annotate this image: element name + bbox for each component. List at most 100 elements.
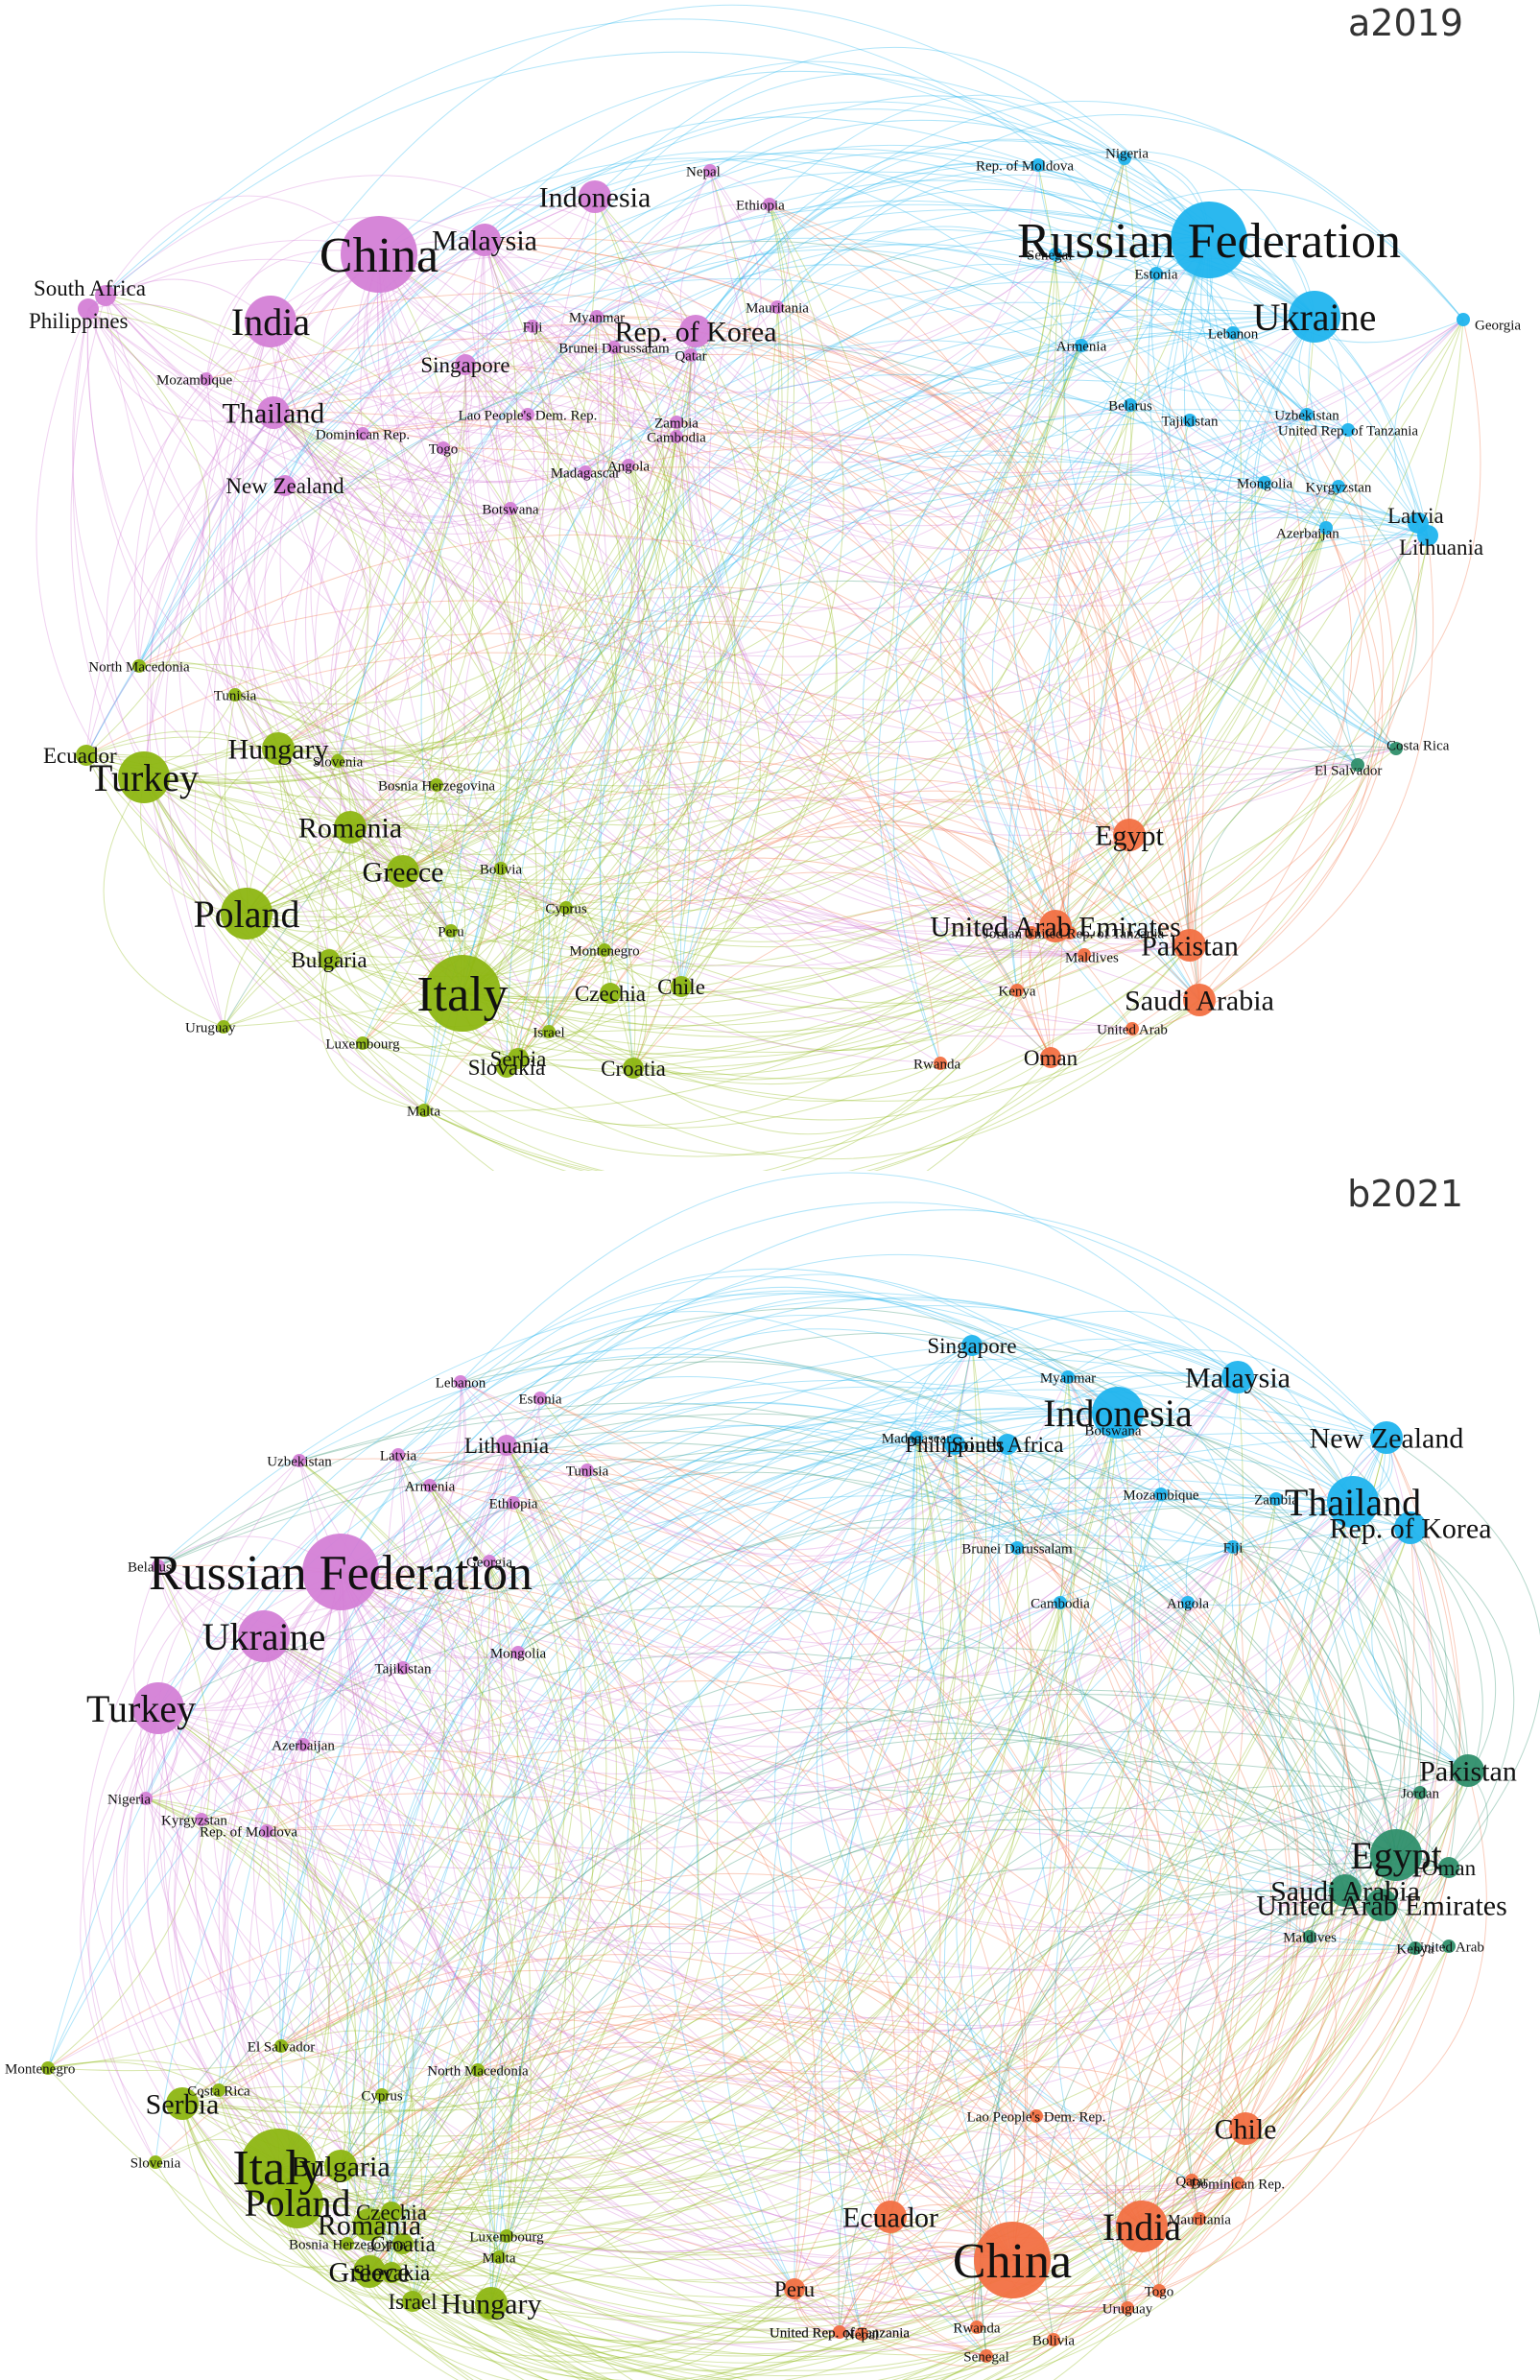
- network-edge: [234, 527, 1327, 942]
- network-edge: [402, 1412, 1119, 1731]
- node-label-saudi-arabia: Saudi Arabia: [1270, 1876, 1420, 1908]
- network-edge: [105, 295, 1133, 1031]
- network-edge: [490, 2218, 1200, 2380]
- network-edge: [145, 1797, 375, 2167]
- network-edge: [838, 1785, 1421, 2333]
- network-edge: [776, 306, 1464, 455]
- network-edge: [1131, 1376, 1311, 1938]
- node-lithuania: [496, 1435, 517, 1456]
- network-edge: [277, 748, 519, 1059]
- node-label-cambodia: Cambodia: [647, 430, 706, 445]
- network-edge: [328, 306, 783, 961]
- network-edge: [477, 1890, 1346, 2152]
- network-edge: [709, 170, 1339, 544]
- nodes-layer: [76, 152, 1470, 1117]
- network-edge: [246, 354, 692, 915]
- network-edge: [988, 1443, 1346, 1892]
- network-edge: [1239, 316, 1359, 766]
- network-edge: [460, 1381, 927, 2333]
- network-edge: [542, 196, 1133, 1030]
- network-edge: [484, 239, 1327, 599]
- network-edge: [509, 508, 690, 1069]
- node-label-togo: Togo: [429, 441, 459, 457]
- network-edge: [962, 345, 1082, 934]
- node-mauritania: [770, 300, 784, 314]
- network-edge: [296, 1477, 1354, 2203]
- network-edge: [368, 1867, 1450, 2332]
- network-edge: [690, 353, 1137, 836]
- network-edge: [298, 1460, 1383, 2032]
- network-edge: [383, 1454, 1128, 2309]
- node-label-azerbaijan: Azerbaijan: [272, 1738, 335, 1753]
- network-edge: [596, 316, 1085, 956]
- network-edge: [1393, 319, 1464, 536]
- network-edge: [140, 776, 248, 915]
- node-label-uruguay: Uruguay: [1102, 2301, 1153, 2317]
- node-label-philippines: Philippines: [29, 309, 129, 333]
- network-edge: [1381, 1527, 1483, 1906]
- network-edge: [1232, 1546, 1421, 1794]
- network-edge: [397, 1454, 1469, 1838]
- network-edge: [157, 1707, 331, 2168]
- network-edge: [1237, 1376, 1409, 1892]
- node-label-saudi-arabia: Saudi Arabia: [1125, 986, 1274, 1017]
- network-edge: [157, 1345, 973, 1737]
- node-label-luxembourg: Luxembourg: [469, 2229, 544, 2245]
- network-edge: [339, 1571, 1128, 2318]
- node-georgia: [1457, 313, 1470, 326]
- network-edge: [143, 764, 1359, 1034]
- node-peru: [784, 2278, 805, 2299]
- node-label-myanmar: Myanmar: [1040, 1370, 1096, 1386]
- network-edge: [157, 1347, 1008, 1709]
- network-edge: [296, 1444, 607, 2203]
- network-edge: [246, 784, 438, 922]
- network-edge: [939, 989, 1018, 1064]
- node-armenia: [1075, 339, 1088, 352]
- network-edge: [340, 1429, 1114, 2167]
- network-edge: [596, 316, 838, 988]
- node-label-latvia: Latvia: [380, 1448, 417, 1464]
- node-russian-federation: [1171, 202, 1247, 278]
- network-edge: [298, 1402, 1416, 1949]
- network-edge: [1068, 535, 1429, 934]
- network-edge: [412, 2216, 891, 2359]
- network-edge: [223, 196, 596, 961]
- network-edge: [205, 378, 508, 994]
- network-edge: [272, 256, 697, 414]
- network-edge: [1067, 1342, 1239, 1378]
- node-dominican-rep: [356, 427, 369, 440]
- network-edge: [157, 1444, 508, 1711]
- network-edge: [199, 1635, 383, 2096]
- network-edge: [143, 436, 677, 785]
- network-edge: [157, 1707, 891, 2252]
- network-edge: [157, 1707, 1421, 2083]
- network-edge: [277, 1890, 1346, 2261]
- network-edge: [1115, 1904, 1383, 2309]
- network-edge: [548, 778, 1130, 1033]
- network-edge: [1059, 1602, 1219, 2227]
- network-edge: [378, 253, 1056, 393]
- network-edge: [263, 1635, 1239, 2195]
- network-edge: [709, 95, 1210, 241]
- network-edge: [36, 308, 248, 915]
- network-edge: [500, 203, 794, 869]
- network-edge: [246, 774, 438, 915]
- node-label-south-africa: South Africa: [34, 276, 146, 300]
- network-edge: [263, 1437, 1387, 1824]
- node-cambodia: [670, 430, 683, 443]
- network-edge: [246, 913, 1056, 1075]
- node-uruguay: [1121, 2301, 1134, 2315]
- node-el-salvador: [1351, 758, 1364, 772]
- network-edge: [442, 447, 1191, 954]
- network-edge: [769, 203, 1204, 946]
- network-edge: [349, 824, 634, 1069]
- network-edge: [1191, 1770, 1487, 2181]
- network-edge: [349, 447, 474, 828]
- network-edge: [1352, 1501, 1515, 1868]
- network-edge: [368, 1376, 1244, 2234]
- network-edge: [628, 446, 1130, 836]
- node-brunei-darussalam: [607, 341, 621, 354]
- network-edge: [378, 253, 1339, 583]
- network-edge: [86, 308, 438, 786]
- network-edge: [88, 1707, 370, 2273]
